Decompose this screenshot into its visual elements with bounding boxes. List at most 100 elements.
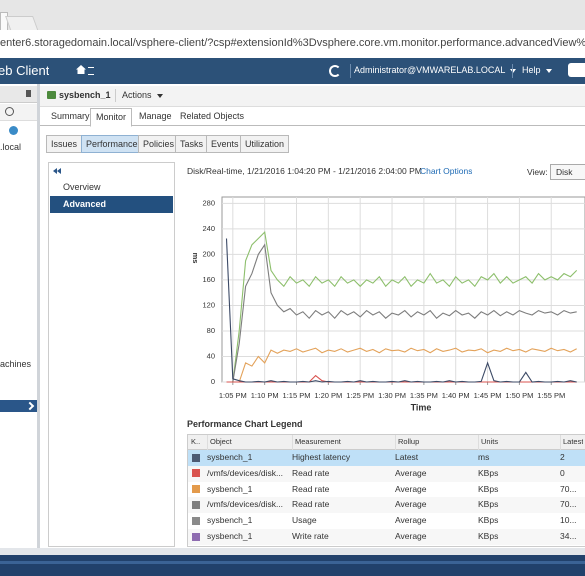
- object-bar: sysbench_1 Actions: [40, 86, 585, 107]
- tab[interactable]: Monitor: [90, 108, 133, 127]
- collapse-icon[interactable]: [57, 168, 61, 174]
- x-tick-label: 1:25 PM: [346, 391, 374, 400]
- column-header[interactable]: Rollup: [395, 435, 419, 450]
- table-row[interactable]: /vmfs/devices/disk... Read rate Average KBp…: [188, 497, 585, 514]
- table-cell: sysbench_1: [207, 483, 253, 494]
- column-header[interactable]: Object: [207, 435, 232, 450]
- pin-icon[interactable]: [26, 90, 31, 97]
- y-tick-label: 280: [202, 198, 215, 207]
- table-cell: 70...: [560, 483, 577, 494]
- table-cell: Average: [395, 483, 427, 494]
- table-cell: KBps: [478, 499, 499, 510]
- table-cell: Average: [395, 499, 427, 510]
- actions-menu[interactable]: Actions: [122, 90, 163, 100]
- table-row[interactable]: sysbench_1 Highest latency Latest ms 2: [188, 450, 585, 466]
- vcenter-icon[interactable]: [9, 126, 18, 135]
- side-nav: Overview Advanced: [48, 162, 175, 547]
- status-gap: [0, 548, 585, 555]
- table-row[interactable]: sysbench_1 Read rate Average KBps 70...: [188, 481, 585, 498]
- table-cell: KBps: [478, 515, 499, 526]
- address: enter6.storagedomain.local/vsphere-clien…: [0, 37, 585, 49]
- table-cell: Read rate: [292, 483, 330, 494]
- menu-icon[interactable]: [88, 67, 94, 75]
- y-tick-label: 240: [202, 224, 215, 233]
- x-tick-label: 1:15 PM: [283, 391, 311, 400]
- user-menu[interactable]: Administrator@VMWARELAB.LOCAL: [354, 65, 517, 75]
- table-cell: /vmfs/devices/disk...: [207, 499, 284, 510]
- y-tick-label: 80: [207, 326, 215, 335]
- x-axis-label: Time: [411, 402, 432, 412]
- new-tab[interactable]: [5, 16, 39, 30]
- table-cell: Average: [395, 515, 427, 526]
- navigator: .local achines: [0, 84, 40, 548]
- table-cell: Usage: [292, 515, 317, 526]
- y-tick-label: 160: [202, 275, 215, 284]
- subtab[interactable]: Performance: [81, 135, 143, 153]
- tab[interactable]: Manage: [139, 111, 172, 121]
- nav-item[interactable]: .local: [0, 142, 22, 152]
- table-cell: Highest latency: [292, 452, 351, 462]
- table-header: K.. Object Measurement Rollup Units Latest: [188, 435, 585, 450]
- table-cell: Average: [395, 467, 427, 478]
- table-cell: Read rate: [292, 467, 330, 478]
- table-cell: Write rate: [292, 531, 329, 541]
- vm-icon: [47, 91, 56, 99]
- subtab[interactable]: Tasks: [175, 135, 209, 153]
- column-header[interactable]: Units: [478, 435, 498, 450]
- actions: Actions: [122, 90, 152, 100]
- table-row[interactable]: /vmfs/devices/disk... Read rate Average KBp…: [188, 465, 585, 482]
- help: Help: [522, 65, 541, 75]
- x-tick-label: 1:30 PM: [378, 391, 406, 400]
- x-tick-label: 1:45 PM: [474, 391, 502, 400]
- view-value: Disk: [556, 167, 573, 177]
- y-tick-label: 120: [202, 300, 215, 309]
- chart-options-link[interactable]: Chart Options: [420, 166, 473, 176]
- object-name: sysbench_1: [59, 90, 111, 100]
- column-header[interactable]: Measurement: [292, 435, 341, 450]
- series-line: [226, 347, 577, 383]
- color-swatch: [192, 469, 200, 478]
- divider: [512, 64, 513, 78]
- color-swatch: [192, 500, 200, 509]
- tab-rule: [40, 125, 585, 126]
- x-tick-label: 1:10 PM: [251, 391, 279, 400]
- tab[interactable]: Summary: [51, 111, 90, 121]
- history-icon[interactable]: [5, 107, 14, 116]
- view-select[interactable]: Disk: [550, 164, 585, 180]
- divider: [115, 89, 116, 102]
- legend-title: Performance Chart Legend: [187, 419, 303, 429]
- color-swatch: [192, 516, 200, 525]
- address-bar[interactable]: enter6.storagedomain.local/vsphere-clien…: [0, 30, 585, 59]
- nav-item[interactable]: achines: [0, 359, 32, 369]
- nav-selected[interactable]: [0, 400, 37, 412]
- subtab[interactable]: Issues: [46, 135, 83, 153]
- y-tick-label: 200: [202, 249, 215, 258]
- table-cell: Average: [395, 531, 427, 541]
- side-nav-item[interactable]: Overview: [63, 182, 101, 192]
- series-line: [226, 230, 578, 383]
- table-cell: 2: [560, 452, 565, 462]
- subtab[interactable]: Events: [206, 135, 244, 153]
- table-cell: sysbench_1: [207, 452, 253, 462]
- subtab[interactable]: Policies: [138, 135, 180, 153]
- table-cell: sysbench_1: [207, 515, 253, 526]
- chart-title: Disk/Real-time, 1/21/2016 1:04:20 PM - 1…: [187, 166, 422, 176]
- table-cell: 70...: [560, 499, 577, 510]
- table-row[interactable]: sysbench_1 Usage Average KBps 10...: [188, 513, 585, 529]
- column-header[interactable]: K..: [191, 437, 201, 446]
- search-box[interactable]: [568, 63, 585, 77]
- y-axis-label: ms: [191, 253, 200, 264]
- column-header[interactable]: Latest: [560, 435, 583, 450]
- table-cell: /vmfs/devices/disk...: [207, 467, 284, 478]
- side-nav-selected[interactable]: Advanced: [50, 196, 173, 213]
- divider: [350, 64, 351, 78]
- tab[interactable]: Related Objects: [180, 111, 245, 121]
- color-swatch: [192, 453, 200, 462]
- collapse-icon[interactable]: [53, 168, 57, 174]
- home-icon[interactable]: [76, 65, 86, 74]
- refresh-icon[interactable]: [329, 65, 341, 77]
- subtab[interactable]: Utilization: [240, 135, 290, 153]
- help-menu[interactable]: Help: [522, 65, 552, 75]
- table-row[interactable]: sysbench_1 Write rate Average KBps 34...: [188, 529, 585, 545]
